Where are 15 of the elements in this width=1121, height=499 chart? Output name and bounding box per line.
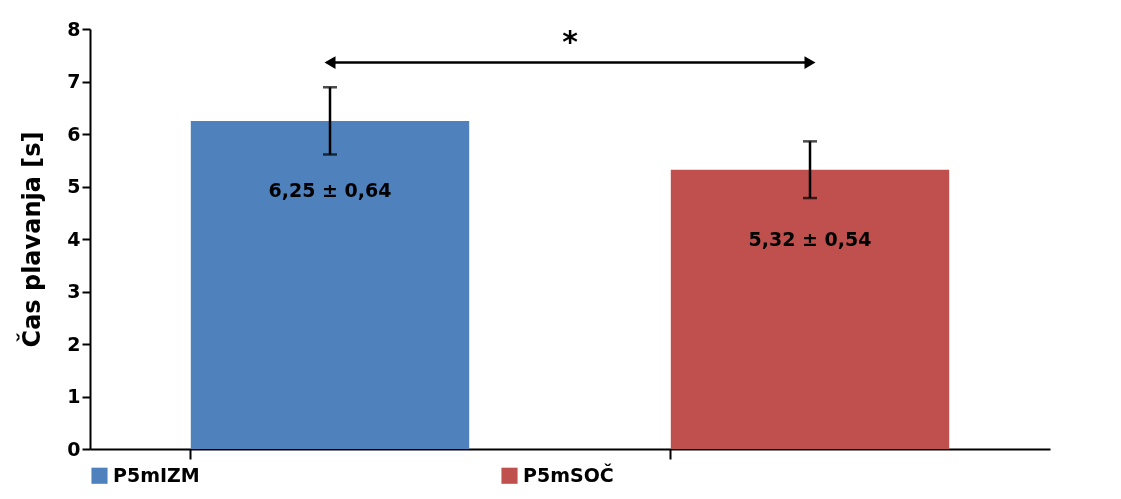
data-label: 5,32 ± 0,54: [748, 227, 872, 250]
y-tick-label: 7: [67, 70, 81, 92]
y-tick-label: 5: [67, 175, 81, 197]
y-tick-label: 0: [67, 437, 81, 460]
legend-label: P5mSOČ: [523, 462, 614, 486]
y-tick-label: 1: [67, 385, 81, 407]
legend-label: P5mIZM: [113, 463, 200, 486]
y-axis-title: Čas plavanja [s]: [16, 131, 47, 348]
y-tick-label: 8: [67, 17, 81, 40]
annotation: *: [562, 23, 579, 59]
y-tick-label: 6: [67, 122, 81, 145]
y-tick-label: 4: [67, 227, 81, 250]
y-tick-label: 2: [67, 332, 81, 355]
y-tick-label: 3: [67, 280, 81, 302]
data-label: 6,25 ± 0,64: [268, 178, 392, 201]
